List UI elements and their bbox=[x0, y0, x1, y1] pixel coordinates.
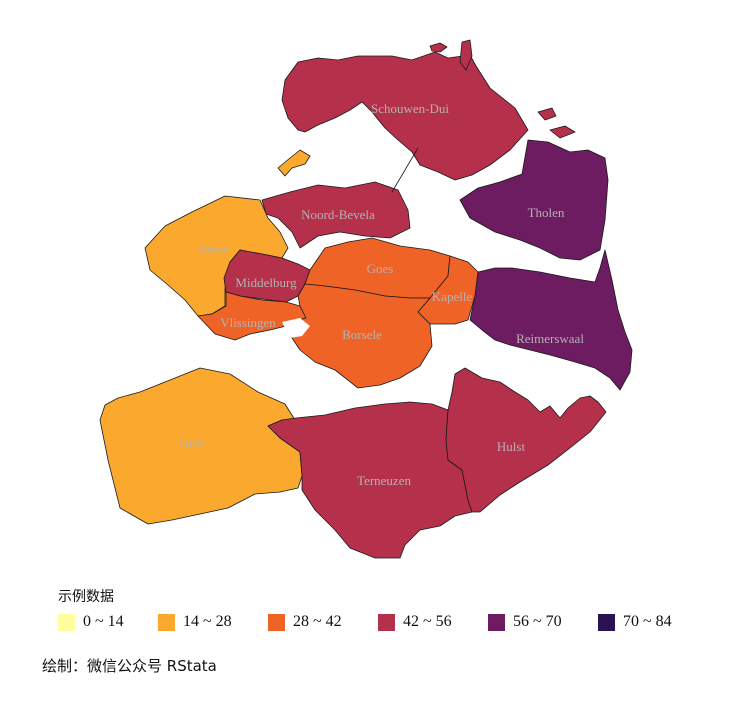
label-reimerswaal: Reimerswaal bbox=[516, 331, 584, 346]
municipality-reimerswaal[interactable] bbox=[469, 249, 633, 391]
legend-label: 56 ~ 70 bbox=[513, 613, 562, 630]
municipality-schouwen-duiveland[interactable] bbox=[281, 51, 529, 181]
legend-item-56-70: 56 ~ 70 bbox=[488, 613, 562, 631]
label-goes: Goes bbox=[367, 261, 394, 276]
legend: 0 ~ 14 14 ~ 28 28 ~ 42 42 ~ 56 56 ~ 70 7… bbox=[58, 613, 718, 635]
label-terneuzen: Terneuzen bbox=[357, 473, 411, 488]
legend-swatch bbox=[268, 613, 285, 631]
label-tholen: Tholen bbox=[528, 205, 565, 220]
legend-swatch bbox=[158, 613, 175, 631]
label-noord-beveland: Noord-Bevela bbox=[301, 207, 375, 222]
label-borsele: Borsele bbox=[342, 327, 382, 342]
municipality-hulst[interactable] bbox=[445, 367, 607, 513]
legend-item-42-56: 42 ~ 56 bbox=[378, 613, 452, 631]
islet-east-1 bbox=[537, 107, 557, 121]
legend-item-0-14: 0 ~ 14 bbox=[58, 613, 124, 631]
legend-label: 0 ~ 14 bbox=[83, 613, 124, 630]
label-vlissingen: Vlissingen bbox=[220, 315, 276, 330]
label-sluis: Sluis bbox=[178, 436, 204, 451]
legend-label: 14 ~ 28 bbox=[183, 613, 232, 630]
legend-swatch bbox=[58, 613, 75, 631]
municipality-terneuzen[interactable] bbox=[267, 401, 473, 559]
zeeland-map: Schouwen-Dui Noord-Bevela Veere Middelbu… bbox=[99, 39, 633, 559]
legend-item-28-42: 28 ~ 42 bbox=[268, 613, 342, 631]
legend-label: 28 ~ 42 bbox=[293, 613, 342, 630]
legend-label: 70 ~ 84 bbox=[623, 613, 672, 630]
islet-north-1 bbox=[429, 42, 448, 53]
municipality-veere-islet bbox=[277, 149, 311, 177]
legend-label: 42 ~ 56 bbox=[403, 613, 452, 630]
municipality-noord-beveland[interactable] bbox=[261, 181, 411, 249]
harbor-water bbox=[282, 318, 310, 338]
label-middelburg: Middelburg bbox=[235, 275, 297, 290]
label-hulst: Hulst bbox=[497, 439, 526, 454]
label-schouwen-duiveland: Schouwen-Dui bbox=[371, 101, 449, 116]
legend-item-14-28: 14 ~ 28 bbox=[158, 613, 232, 631]
legend-swatch bbox=[598, 613, 615, 631]
islet-north-2 bbox=[459, 39, 473, 71]
legend-title: 示例数据 bbox=[58, 589, 114, 605]
legend-item-70-84: 70 ~ 84 bbox=[598, 613, 672, 631]
islet-east-2 bbox=[549, 125, 576, 139]
legend-swatch bbox=[488, 613, 505, 631]
municipality-kapelle[interactable] bbox=[417, 255, 479, 325]
municipality-tholen[interactable] bbox=[459, 139, 609, 261]
label-kapelle: Kapelle bbox=[432, 289, 473, 304]
label-leader-line bbox=[391, 147, 419, 193]
label-veere: Veere bbox=[198, 242, 228, 257]
caption: 绘制：微信公众号 RStata bbox=[42, 657, 217, 675]
legend-swatch bbox=[378, 613, 395, 631]
